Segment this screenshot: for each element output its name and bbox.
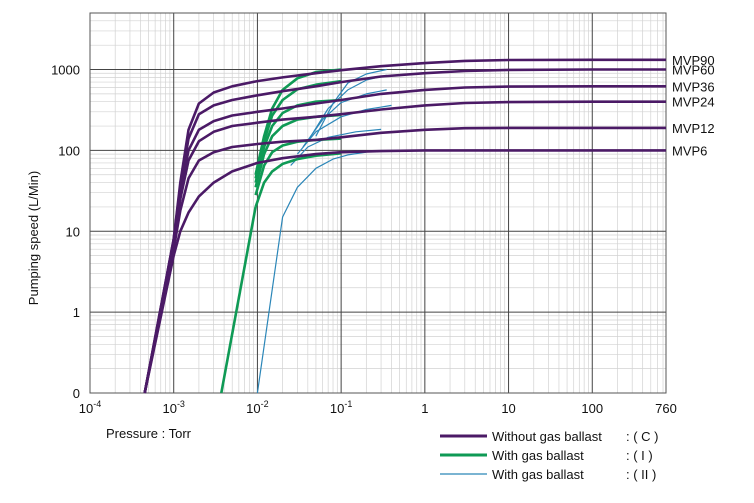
mvp90-no-ballast-line xyxy=(143,58,666,394)
mvp12-gas-ballast-ii-line xyxy=(290,128,382,166)
y-tick-label: 1 xyxy=(73,305,80,320)
y-tick-label: 100 xyxy=(58,143,80,158)
mvp12-label: MVP12 xyxy=(672,121,715,136)
mvp24-no-ballast-line xyxy=(143,100,666,394)
mvp36-label: MVP36 xyxy=(672,79,715,94)
mvp12-no-ballast-line xyxy=(143,126,666,394)
mvp6-gas-ballast-ii-line xyxy=(256,151,367,394)
mvp6-label: MVP6 xyxy=(672,143,707,158)
legend-tag: : ( II ) xyxy=(626,467,656,482)
legend: Without gas ballast : ( C ) With gas balla… xyxy=(440,429,659,482)
mvp36-no-ballast-line xyxy=(143,85,666,394)
mvp6-gas-ballast-i-line xyxy=(254,152,342,208)
plot-frame xyxy=(89,12,667,394)
x-tick-label: 10-2 xyxy=(246,399,268,416)
mvp90-label: MVP90 xyxy=(672,53,715,68)
minor-grid xyxy=(90,13,666,393)
x-tick-label: 100 xyxy=(581,401,603,416)
x-tick-label: 10-3 xyxy=(162,399,184,416)
x-tick-label: 10 xyxy=(501,401,515,416)
y-tick-label: 0 xyxy=(73,386,80,401)
mvp60-label: MVP60 xyxy=(672,63,715,78)
legend-tag: : ( C ) xyxy=(626,429,659,444)
y-tick-labels: 0 1 10 100 1000 xyxy=(51,63,80,401)
mvp24-label: MVP24 xyxy=(672,95,715,110)
x-tick-label: 10-1 xyxy=(330,399,352,416)
series-i-lines xyxy=(220,68,342,394)
x-tick-labels: 10-4 10-3 10-2 10-1 1 10 100 760 xyxy=(79,399,677,416)
y-axis-label: Pumping speed (L/Min) xyxy=(26,171,41,305)
gas-ballast-i-rise-line xyxy=(220,206,257,394)
mvp6-no-ballast-line xyxy=(143,149,666,394)
mvp36-gas-ballast-ii-line xyxy=(302,89,387,148)
y-tick-label: 1000 xyxy=(51,63,80,78)
x-axis-label: Pressure : Torr xyxy=(106,426,192,441)
legend-label: Without gas ballast xyxy=(492,429,602,444)
mvp60-gas-ballast-i-line xyxy=(254,79,342,179)
legend-label: With gas ballast xyxy=(492,467,584,482)
x-tick-label: 10-4 xyxy=(79,399,101,416)
mvp36-gas-ballast-i-line xyxy=(254,98,342,183)
series-c-lines xyxy=(143,58,666,394)
legend-label: With gas ballast xyxy=(492,448,584,463)
mvp60-no-ballast-line xyxy=(143,68,666,394)
y-tick-label: 10 xyxy=(66,224,80,239)
x-tick-label: 1 xyxy=(421,401,428,416)
legend-tag: : ( I ) xyxy=(626,448,653,463)
x-tick-label: 760 xyxy=(655,401,677,416)
